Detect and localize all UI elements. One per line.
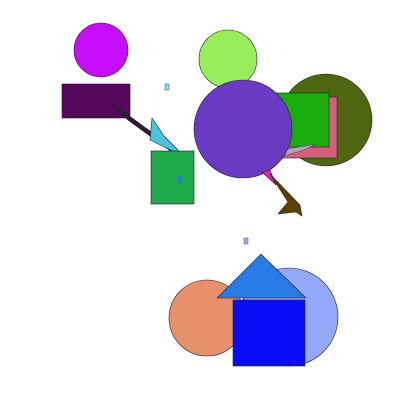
small-blue-mark bbox=[178, 176, 181, 183]
tiny-cyan-square bbox=[164, 83, 170, 91]
light-green-circle bbox=[198, 29, 258, 89]
azure-triangle bbox=[216, 253, 307, 299]
purple-circle bbox=[193, 79, 293, 179]
blue-square bbox=[232, 299, 306, 367]
dark-purple-rectangle bbox=[61, 83, 131, 119]
brown-arrow bbox=[269, 173, 303, 217]
magenta-circle bbox=[73, 22, 129, 78]
tiny-lavender-square bbox=[243, 237, 249, 245]
green-rectangle bbox=[150, 150, 195, 205]
